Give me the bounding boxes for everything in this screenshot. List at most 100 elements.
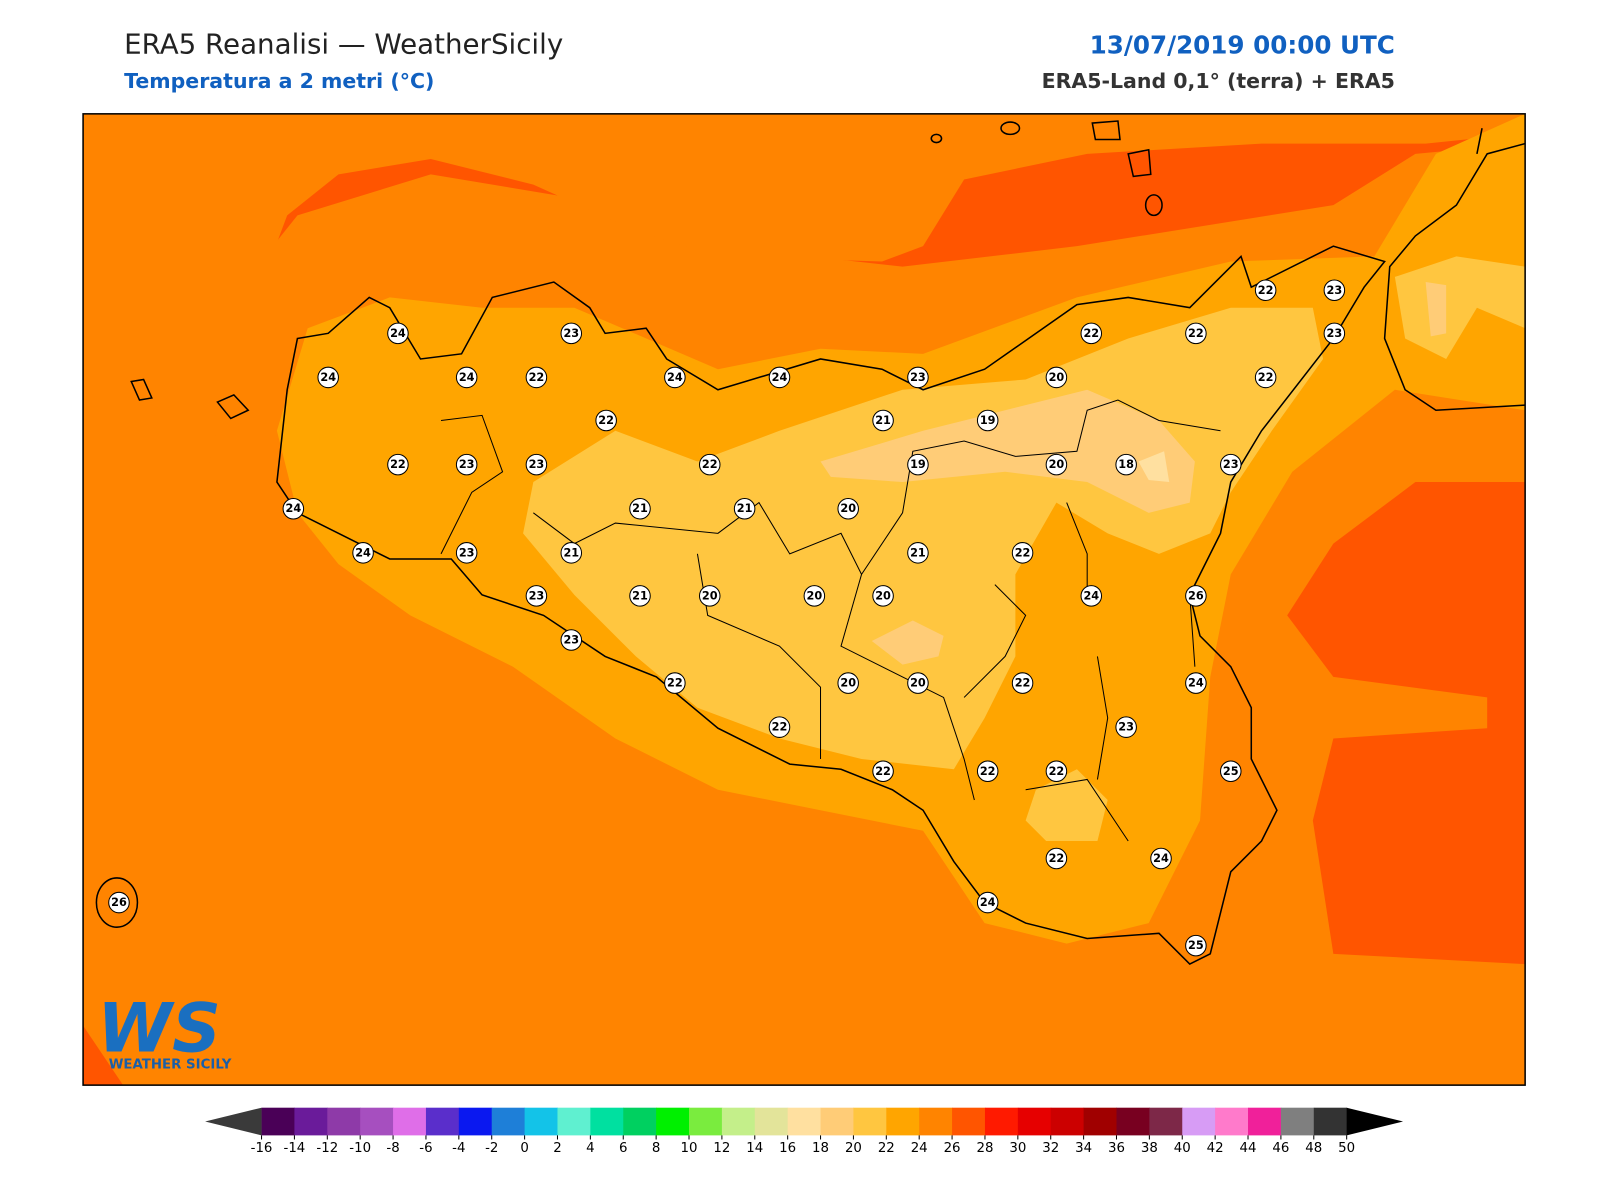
station: 23 [1220,453,1242,476]
station-dot [698,453,721,476]
station: 20 [872,585,894,607]
station: 23 [455,453,478,476]
station: 18 [1115,453,1137,476]
station-value: 22 [702,458,718,471]
colorbar-segment [1083,1107,1118,1136]
station-dot [1045,760,1068,783]
station: 24 [352,542,374,564]
field-calabria [1394,256,1526,359]
colorbar-segment [656,1107,690,1136]
colorbar-over [1346,1107,1404,1136]
colorbar-segment [754,1107,789,1136]
colorbar-tick-label: 34 [1075,1141,1092,1156]
station-value: 23 [563,634,579,647]
colorbar-segment [1215,1107,1249,1136]
station: 22 [1045,847,1068,870]
station: 24 [282,497,305,520]
station: 19 [976,409,999,432]
station-dot [525,453,548,476]
station-dot [664,366,686,389]
station-dot [1011,542,1034,564]
station-dot [1045,847,1068,870]
colorbar-tick-label: 10 [681,1141,698,1156]
colorbar-segment [557,1107,591,1136]
station-dot [976,760,999,783]
station-dot [907,542,929,564]
station-dot [1011,672,1034,694]
title: ERA5 Reanalisi — WeatherSicily [124,27,563,60]
station: 22 [768,716,791,738]
station-value: 18 [1118,458,1134,471]
colorbar-segment [1182,1107,1216,1136]
station: 24 [1080,585,1103,607]
station-dot [698,585,721,607]
station-value: 22 [980,765,996,778]
colorbar-segment [1017,1107,1052,1136]
colorbar-segment [984,1107,1019,1136]
station-dot [1220,760,1242,783]
station-value: 26 [1188,589,1204,602]
colorbar-segment [590,1107,624,1136]
province-borders [440,399,1221,842]
colorbar-segment [360,1107,394,1136]
colorbar-tick-label: 32 [1042,1141,1059,1156]
colorbar-segment [853,1107,887,1136]
source: ERA5-Land 0,1° (terra) + ERA5 [1042,69,1395,93]
station: 24 [455,366,478,389]
colorbar-tick-label: 44 [1240,1141,1257,1156]
station-dot [1185,672,1207,694]
station-value: 20 [1049,458,1065,471]
station-value: 22 [529,371,545,384]
station-value: 22 [1049,852,1065,865]
station: 21 [629,585,651,607]
colorbar-segment [491,1107,526,1136]
station: 22 [595,409,617,432]
colorbar-segment [524,1107,558,1136]
station-value: 20 [840,677,856,690]
station: 26 [108,891,130,914]
station: 22 [1011,672,1034,694]
station-dot [352,542,374,564]
colorbar-segment [689,1107,723,1136]
station: 23 [560,629,583,651]
station-dot [525,366,548,389]
field-cool [820,389,1195,513]
colorbar-segment [261,1107,295,1136]
station-value: 24 [980,896,996,909]
station: 21 [907,542,929,564]
station-value: 20 [840,502,856,515]
station-value: 19 [980,414,996,427]
colorbar-segment [1248,1107,1282,1136]
colorbar-segment [721,1107,756,1136]
colorbar-tick-label: -6 [419,1141,432,1156]
station-value: 23 [529,458,545,471]
station-value: 24 [285,502,301,515]
station-dot [907,366,929,389]
colorbar-tick-label: 48 [1305,1141,1322,1156]
station-dot [976,891,999,914]
station-value: 23 [1223,458,1239,471]
colorbar-tick-label: 14 [746,1141,763,1156]
station-value: 22 [1015,546,1031,559]
station: 21 [872,409,894,432]
station-dot [317,366,339,389]
station-value: 24 [1083,589,1099,602]
station-dot [1185,934,1207,957]
station-value: 21 [737,502,753,515]
station: 22 [698,453,721,476]
field-band [83,113,1526,708]
station-value: 24 [1188,677,1204,690]
station: 22 [664,672,686,694]
field-iblei [1025,769,1108,842]
colorbar-segment [623,1107,657,1136]
station-dot [455,453,478,476]
colorbar-segment [425,1107,460,1136]
colorbar-tick-label: -16 [251,1141,273,1156]
station-value: 21 [632,589,648,602]
station-dot [1045,366,1068,389]
station-dot [387,322,409,345]
station-value: 24 [667,371,683,384]
station-dot [560,322,583,345]
colorbar-tick-label: -4 [452,1141,465,1156]
station-value: 25 [1223,765,1239,778]
